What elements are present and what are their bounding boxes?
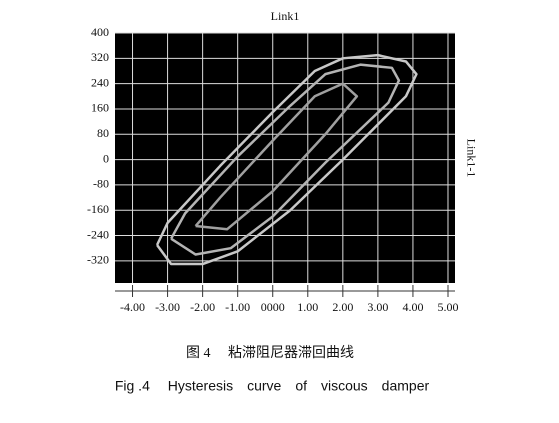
x-tick-label: 5.00 <box>437 300 458 314</box>
y-tick-label: -240 <box>87 227 109 241</box>
right-axis-label: Link1-1 <box>464 139 478 178</box>
y-tick-label: 0 <box>103 151 109 165</box>
x-tick-label: 0000 <box>261 300 285 314</box>
x-tick-label: -4.00 <box>120 300 145 314</box>
chart-title: Link1 <box>271 9 300 23</box>
y-tick-label: 400 <box>91 25 109 39</box>
y-tick-label: 320 <box>91 50 109 64</box>
x-tick-label: 3.00 <box>367 300 388 314</box>
x-tick-label: -2.00 <box>190 300 215 314</box>
hysteresis-loop <box>155 53 418 266</box>
x-tick-label: 2.00 <box>332 300 353 314</box>
x-tick-label: 4.00 <box>402 300 423 314</box>
x-tick-label: -1.00 <box>225 300 250 314</box>
plot-area <box>115 33 455 283</box>
hysteresis-loop <box>169 63 401 256</box>
caption-cn: 图 4 粘滞阻尼器滞回曲线 <box>186 345 354 361</box>
y-tick-label: 80 <box>97 126 109 140</box>
y-tick-label: -160 <box>87 202 109 216</box>
y-tick-label: 240 <box>91 75 109 89</box>
hysteresis-loop <box>194 82 359 231</box>
x-tick-label: 1.00 <box>297 300 318 314</box>
y-tick-label: -320 <box>87 253 109 267</box>
x-tick-label: -3.00 <box>155 300 180 314</box>
caption-en: Fig .4 Hysteresis curve of viscous dampe… <box>115 378 430 394</box>
y-tick-label: 160 <box>91 101 109 115</box>
y-tick-label: -80 <box>93 177 109 191</box>
